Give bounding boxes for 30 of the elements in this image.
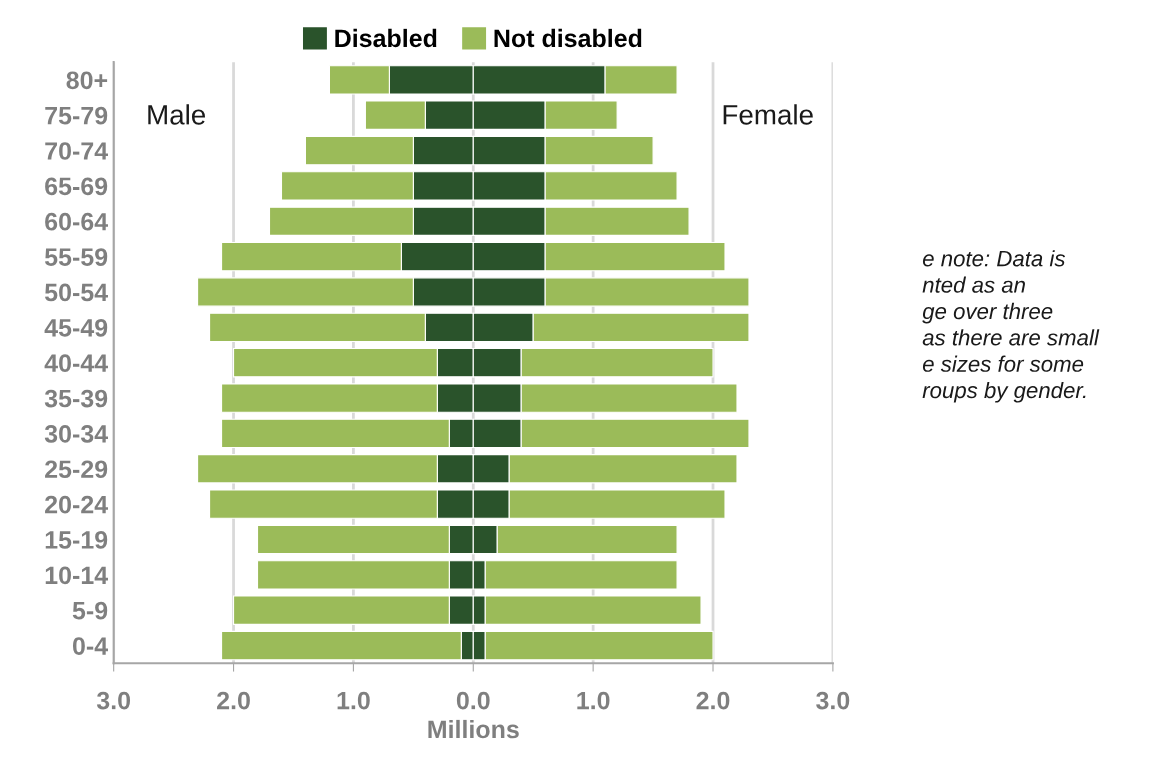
y-tick-label: 5-9: [72, 601, 108, 620]
x-tick-label: 2.0: [217, 691, 250, 710]
annotation: Male: [148, 104, 206, 125]
y-tick-label: 70-74: [45, 142, 108, 160]
y-tick-label: 30-34: [44, 425, 108, 443]
x-tick-label: 1.0: [577, 691, 610, 710]
legend-label: Not disabled: [494, 28, 642, 48]
y-tick-label: 35-39: [44, 389, 108, 408]
x-tick-label: 3.0: [96, 691, 131, 710]
y-tick-label: 25-29: [45, 460, 108, 479]
y-tick-label: 75-79: [45, 106, 108, 125]
y-tick-label: 20-24: [45, 495, 108, 514]
x-tick-label: 0.0: [456, 691, 490, 710]
x-tick-label: 3.0: [816, 691, 850, 710]
y-tick-label: 55-59: [44, 248, 108, 266]
text: e note: Data is nted as an ge over three as there are small e sizes for some roups by gender.: [922, 250, 1100, 403]
y-tick-label: 65-69: [45, 177, 108, 196]
x-tick-label: 2.0: [696, 691, 730, 710]
y-tick-label: 50-54: [44, 283, 108, 302]
y-tick-label: 45-49: [44, 318, 108, 337]
x-axis-title: Millions: [428, 719, 519, 739]
y-tick-label: 60-64: [45, 212, 108, 231]
y-tick-label: 40-44: [44, 354, 108, 373]
y-tick-label: 15-19: [45, 531, 108, 549]
annotation: Female: [723, 104, 813, 125]
legend-label: Disabled: [335, 28, 437, 48]
y-tick-label: 10-14: [45, 566, 108, 585]
y-tick-label: 80+: [66, 71, 108, 90]
y-tick-label: 0-4: [72, 637, 108, 655]
x-tick-label: 1.0: [337, 691, 370, 710]
